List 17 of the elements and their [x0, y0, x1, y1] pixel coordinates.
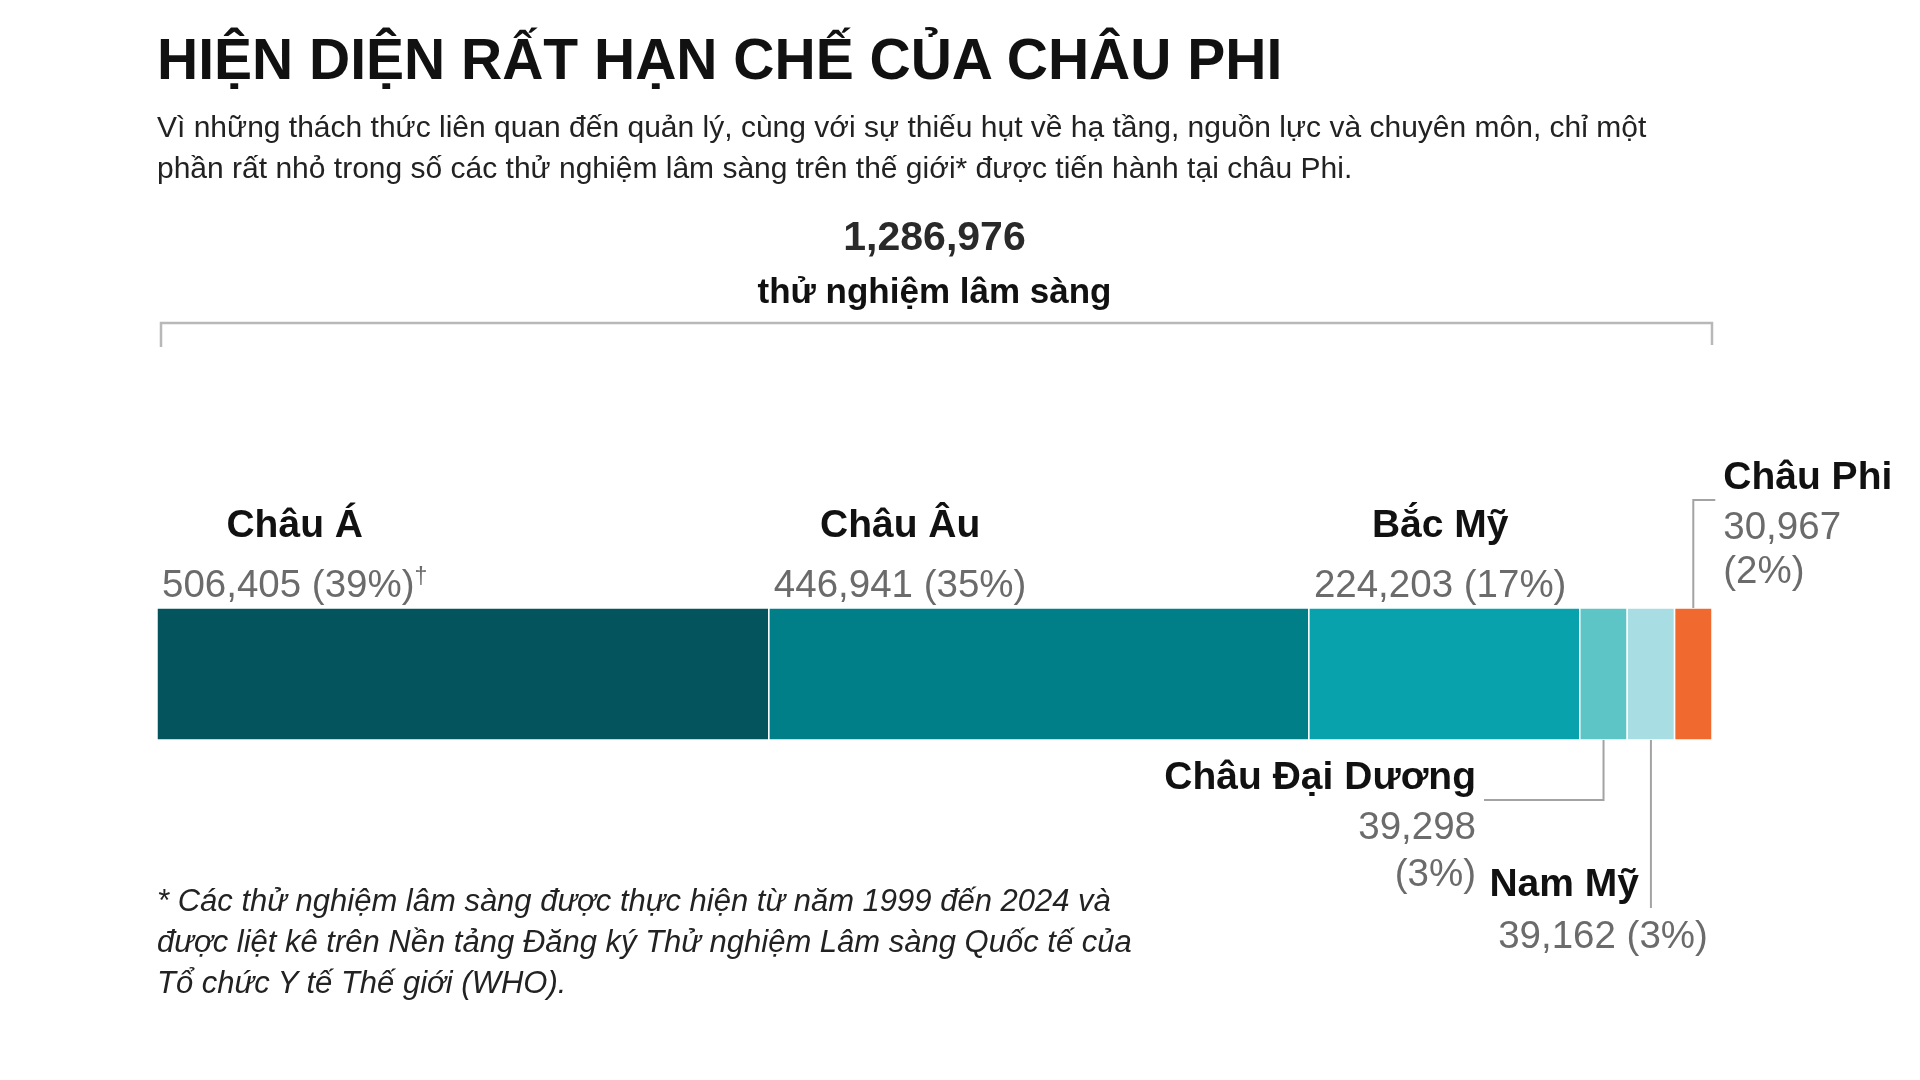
- data-label: 30,967 (2%): [1723, 504, 1842, 591]
- data-label: 39,162 (3%): [1498, 913, 1708, 956]
- series-label: Châu Á: [226, 502, 363, 545]
- series-label: Châu Âu: [819, 502, 981, 545]
- text: * Các thử nghiệm lâm sàng được thực hiện từ năm 1999 đến 2024 và được liệt kê trên Nền tảng Đăng ký Thử nghiệm Lâm sàng Quốc tế của Tổ chức Y tế Thế giới (WHO).: [157, 883, 1132, 1000]
- text: thử nghiệm lâm sàng: [757, 271, 1112, 310]
- text: Châu Đại Dương: [1164, 754, 1476, 797]
- data-label: 39,298 (3%): [1358, 804, 1476, 894]
- text: 1,286,976: [843, 213, 1026, 259]
- text: Châu Phi: [1723, 454, 1893, 497]
- series-label: Bắc Mỹ: [1371, 502, 1509, 545]
- data-label: 506,405 (39%)$^{†}$: [162, 562, 428, 605]
- text: Nam Mỹ: [1489, 861, 1640, 904]
- data-label: 224,203 (17%): [1313, 562, 1567, 605]
- chart-title: HIỆN DIỆN RẤT HẠN CHẾ CỦA CHÂU PHI: [157, 27, 1283, 91]
- data-label: 446,941 (35%): [773, 562, 1027, 605]
- chart-subtitle: Vì những thách thức liên quan đến quản lý, cùng với sự thiếu hụt về hạ tầng, nguồn lực và chuyên môn, chỉ một phần rất nhỏ trong số các thử nghiệm lâm sàng trên thế giới* được tiến hành tại châu Phi.: [157, 110, 1647, 184]
